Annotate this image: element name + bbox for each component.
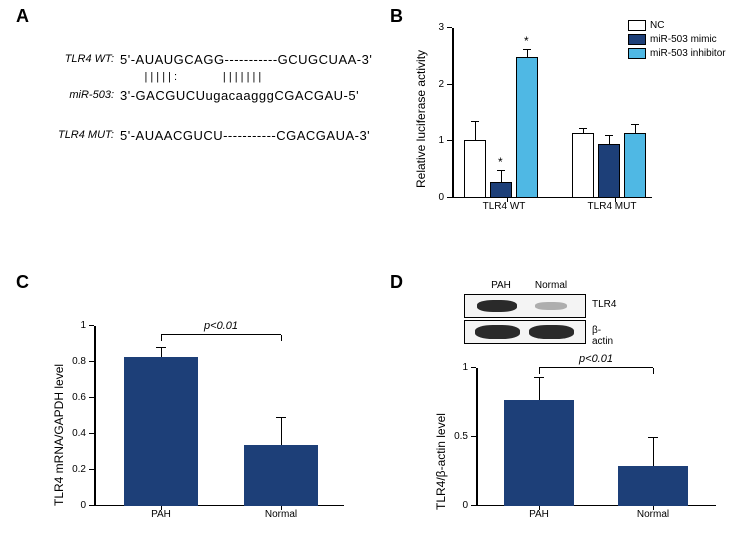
panel-label-c: C (16, 272, 29, 293)
blot-actin (464, 320, 586, 344)
panel-b-legend: NC miR-503 mimic miR-503 inhibitor (628, 18, 726, 60)
panel-label-d: D (390, 272, 403, 293)
blot-col-pah: PAH (476, 280, 526, 291)
blot-tlr4 (464, 294, 586, 318)
blot-tlr4-label: TLR4 (592, 299, 616, 310)
bar (618, 466, 688, 506)
bar (244, 445, 318, 506)
bar (464, 140, 486, 198)
bar (124, 357, 198, 506)
panel-label-a: A (16, 6, 29, 27)
panel-a-sequences: TLR4 WT: 5'-AUAUGCAGG-----------GCUGCUAA… (46, 30, 376, 144)
bar (624, 133, 646, 198)
bar (490, 182, 512, 198)
blot-col-normal: Normal (526, 280, 576, 291)
bar (504, 400, 574, 506)
seq-mut-label: TLR4 MUT: (46, 129, 120, 141)
blot-actin-label: β-actin (592, 325, 613, 347)
seq-mir-label: miR-503: (46, 89, 120, 101)
bar (598, 144, 620, 198)
panel-d-chart: TLR4/β-actin level 00.51PAHNormalp<0.01 (442, 360, 732, 526)
panel-c-chart: TLR4 mRNA/GAPDH level 00.20.40.60.81PAHN… (60, 316, 360, 526)
legend-nc: NC (650, 20, 664, 31)
panel-b-ylabel: Relative luciferase activity (414, 50, 428, 188)
seq-wt-label: TLR4 WT: (46, 53, 120, 65)
panel-label-b: B (390, 6, 403, 27)
pvalue: p<0.01 (539, 353, 653, 365)
panel-d-ylabel: TLR4/β-actin level (434, 413, 448, 510)
legend-inhibitor: miR-503 inhibitor (650, 48, 726, 59)
seq-mut: 5'-AUAACGUCU-----------CGACGAUA-3' (120, 128, 370, 143)
seq-pipes: | | | | | : | | | | | | | (120, 71, 261, 83)
legend-mimic: miR-503 mimic (650, 34, 717, 45)
pvalue: p<0.01 (161, 320, 281, 332)
bar (516, 57, 538, 198)
seq-mir: 3'-GACGUCUugacaagggCGACGAU-5' (120, 88, 359, 103)
bar (572, 133, 594, 198)
seq-wt: 5'-AUAUGCAGG-----------GCUGCUAA-3' (120, 52, 372, 67)
